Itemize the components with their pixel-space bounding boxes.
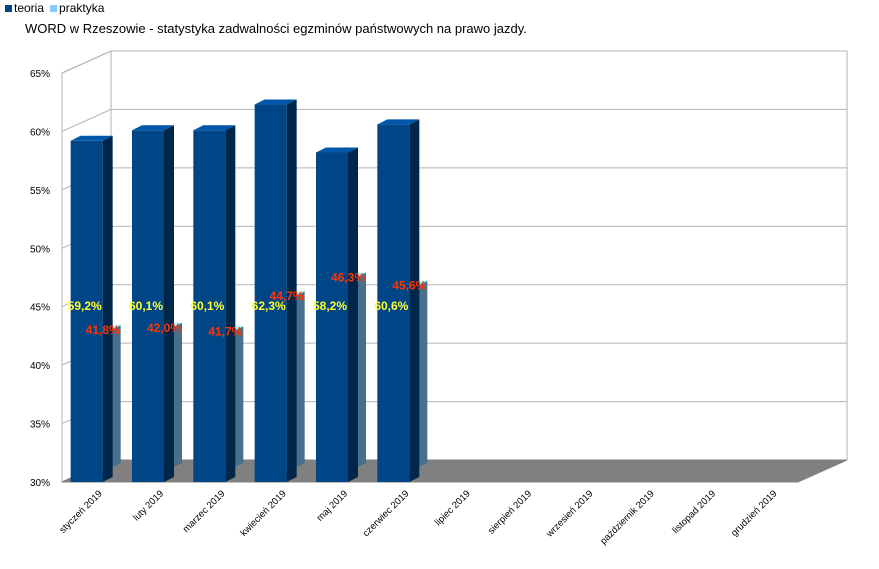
bar-teoria-top [377,119,420,125]
x-tick-label: czerwiec 2019 [361,488,412,539]
bar-teoria-side [409,119,420,482]
data-label-teoria: 59,2% [68,299,102,313]
bar-teoria-top [132,125,174,131]
bar-praktyka-side [417,280,428,468]
y-tick-label: 30% [30,478,50,489]
bar-teoria [70,135,113,482]
x-tick-label: październik 2019 [598,488,657,547]
data-label-teoria: 60,1% [129,299,163,313]
data-label-praktyka: 41,7% [208,324,242,338]
bar-teoria [193,125,236,482]
legend: teoria praktyka [5,1,104,15]
y-tick-label: 60% [30,127,50,138]
bar-praktyka-side [294,291,305,468]
bar-teoria-side [286,99,297,483]
bar-teoria-front [254,104,287,483]
data-label-teoria: 58,2% [313,299,347,313]
bar-teoria-front [70,140,103,482]
bar-teoria [254,99,297,483]
bar-teoria [377,119,420,482]
data-label-teoria: 62,3% [252,299,286,313]
gridline [61,50,847,74]
data-label-praktyka: 42,0% [147,321,181,335]
data-label-praktyka: 44,7% [270,289,304,303]
legend-swatch-teoria [5,4,12,12]
series-teoria [70,99,420,483]
y-axis-ticks: 30% 35% 40% 45% 50% 55% 60% 65% [30,69,50,489]
legend-label-teoria: teoria [14,1,45,15]
bar-teoria-front [316,152,348,482]
legend-swatch-praktyka [50,4,58,12]
legend-label-praktyka: praktyka [59,1,105,15]
x-tick-label: maj 2019 [315,488,350,523]
data-label-teoria: 60,1% [190,299,224,313]
y-tick-label: 50% [30,244,50,255]
bar-praktyka-side [233,326,244,468]
bar-teoria-front [193,130,226,482]
bar-teoria-side [348,147,358,482]
bar-teoria-side [164,125,174,482]
x-tick-label: grudzień 2019 [729,488,779,538]
x-axis-ticks: styczeń 2019 luty 2019 marzec 2019 kwiecień… [57,488,779,547]
bar-teoria-top [316,147,358,153]
bar-praktyka-side [110,325,121,468]
x-tick-label: marzec 2019 [181,488,228,535]
bar-teoria [132,125,174,482]
bar-teoria-top [254,99,297,105]
x-tick-label: sierpień 2019 [486,488,534,536]
data-label-praktyka: 45,6% [392,279,426,293]
y-tick-label: 65% [30,69,50,80]
bar-teoria-front [132,130,164,482]
bar-teoria-top [70,135,113,141]
bar-teoria [316,147,358,482]
bar-praktyka-side [356,272,366,468]
y-tick-label: 35% [30,420,50,431]
data-label-teoria: 60,6% [374,299,408,313]
bar-teoria-side [225,125,236,482]
x-tick-label: styczeń 2019 [57,488,104,535]
x-tick-label: listopad 2019 [670,488,718,536]
data-label-praktyka: 46,3% [331,271,365,285]
legend-item-teoria: teoria [5,1,44,15]
x-tick-label: wrzesień 2019 [544,488,596,540]
y-tick-label: 55% [30,186,50,197]
legend-item-praktyka: praktyka [50,1,104,15]
x-tick-label: kwiecień 2019 [238,488,288,538]
bar-teoria-front [377,124,410,482]
bar-teoria-side [102,135,113,482]
gridline [61,108,847,132]
y-tick-label: 45% [30,303,50,314]
bar-praktyka-side [172,322,182,468]
data-label-praktyka: 41,8% [86,323,120,337]
y-tick-label: 40% [30,361,50,372]
data-labels: 41,8% 59,2% 42,0% 60,1% 41,7% 60,1% 44,7%62,3%… [68,271,427,339]
x-tick-label: lipiec 2019 [433,488,473,528]
x-tick-label: luty 2019 [131,488,166,523]
chart-title: WORD w Rzeszowie - statystyka zadwalnośc… [25,21,527,36]
bar-teoria-top [193,125,236,131]
